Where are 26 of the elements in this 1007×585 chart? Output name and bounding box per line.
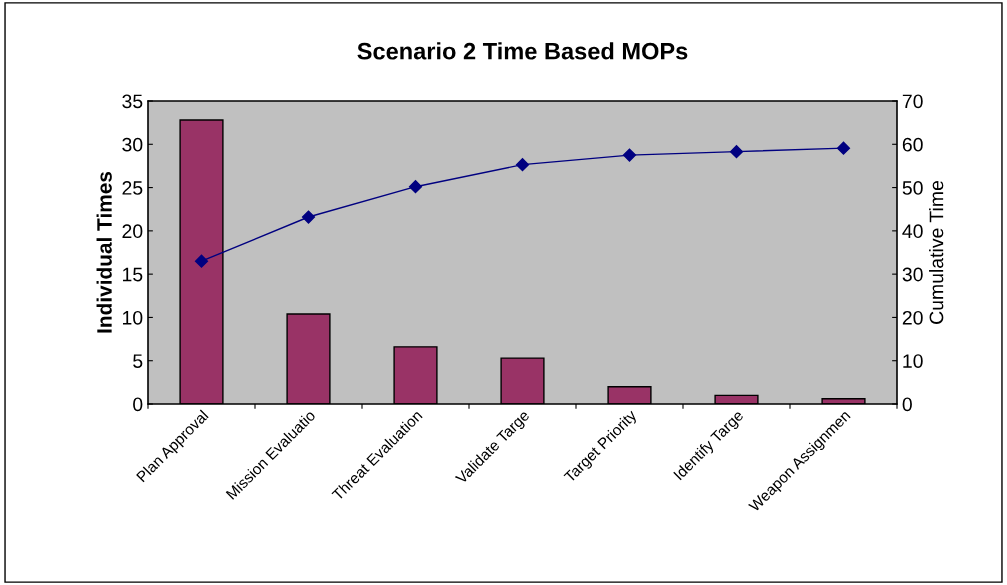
y2-tick-label: 60 [902, 137, 923, 152]
point [515, 158, 530, 172]
y-tick-label: 5 [133, 354, 143, 368]
point [194, 254, 209, 268]
point [836, 141, 851, 155]
point [408, 180, 423, 194]
point [729, 145, 744, 159]
y2-axis-title: Cumulative Time [929, 180, 944, 324]
y-tick-label: 20 [122, 224, 143, 239]
y2-tick-label: 40 [902, 224, 923, 239]
y2-tick-label: 50 [902, 181, 923, 195]
y2-tick-label: 10 [903, 354, 923, 368]
y2-tick-label: 70 [902, 94, 923, 109]
y2-tick-label: 20 [902, 310, 923, 325]
y-tick-label: 10 [123, 310, 143, 325]
y-tick-label: 15 [123, 267, 143, 282]
y2-tick-label: 30 [902, 267, 923, 282]
y-tick-label: 35 [122, 94, 143, 109]
y-tick-label: 25 [122, 181, 143, 195]
point [301, 210, 316, 224]
point [622, 148, 637, 162]
y-tick-label: 30 [122, 137, 143, 152]
y2-tick-label: 0 [902, 397, 912, 412]
chart-title: Scenario 2 Time Based MOPs [357, 42, 688, 60]
y-axis-title: Individual Times [96, 171, 112, 333]
y-tick-label: 0 [133, 397, 143, 412]
